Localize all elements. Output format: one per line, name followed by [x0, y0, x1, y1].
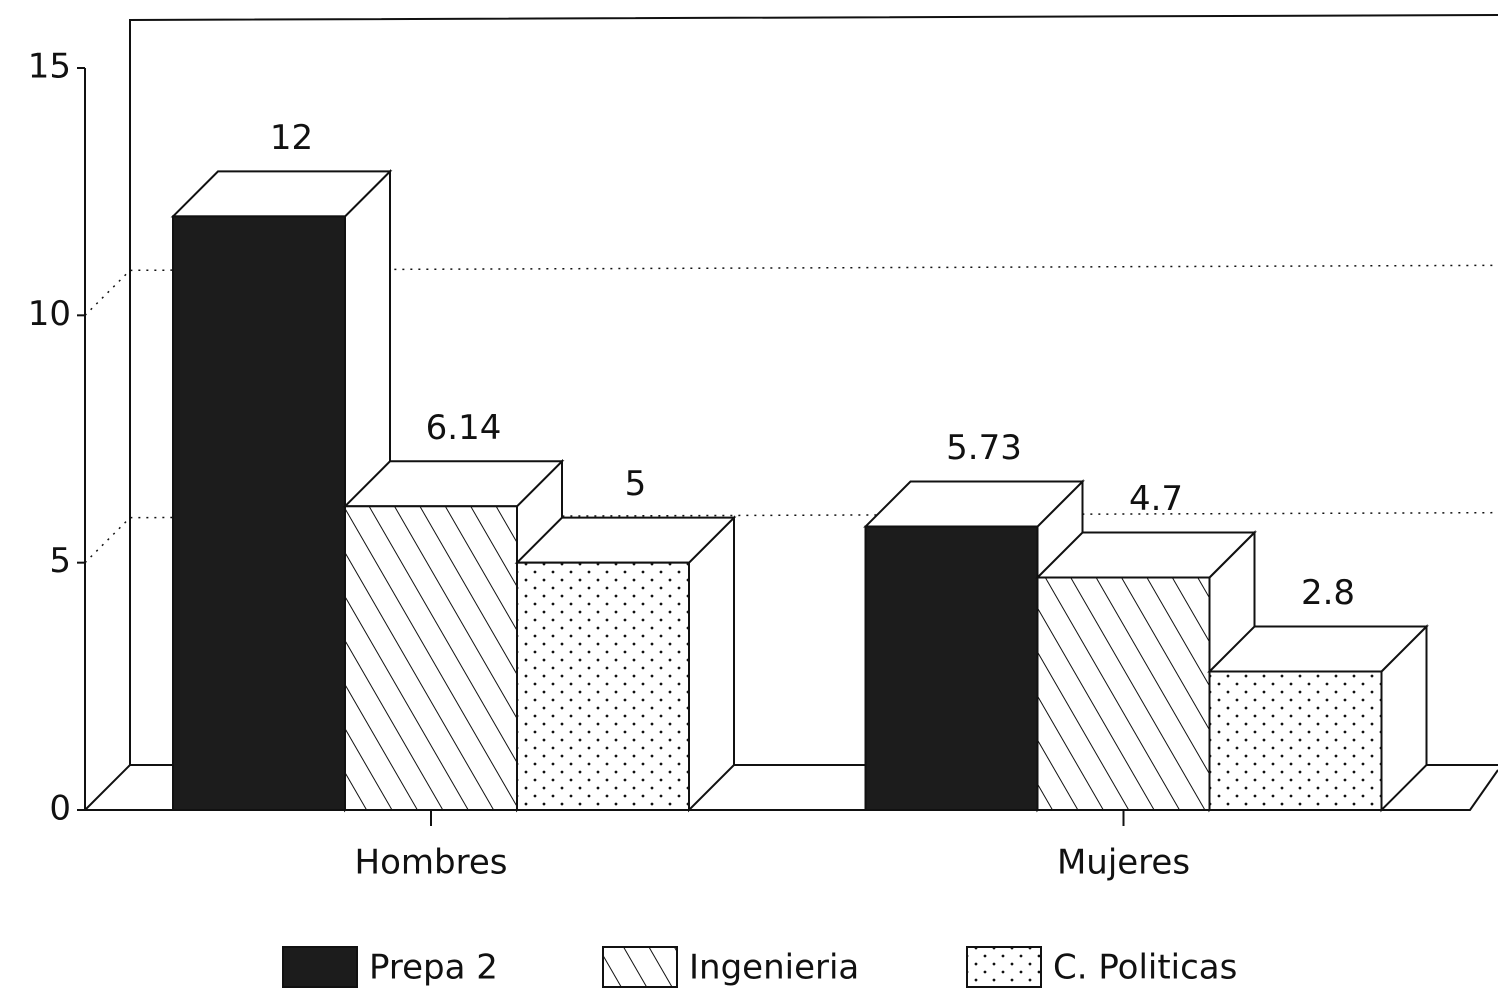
legend-label: C. Politicas: [1053, 948, 1237, 988]
legend-swatch: [602, 946, 678, 988]
y-tick-label: 5: [49, 541, 71, 581]
legend-swatch: [966, 946, 1042, 988]
value-label: 4.7: [1129, 479, 1183, 519]
y-tick-label: 15: [28, 47, 71, 87]
y-tick-label: 10: [28, 294, 71, 334]
x-tick-label: Mujeres: [1057, 843, 1190, 883]
back-wall: [129, 14, 1498, 765]
legend-swatch: [282, 946, 358, 988]
bar: [172, 215, 346, 811]
value-label: 6.14: [426, 408, 502, 448]
bar: [344, 505, 518, 811]
bar-side: [688, 515, 735, 813]
value-label: 5.73: [946, 428, 1022, 468]
y-tick-label: 0: [49, 789, 71, 829]
value-label: 2.8: [1301, 573, 1355, 613]
value-label: 5: [625, 464, 647, 504]
bar: [516, 561, 690, 812]
legend-label: Ingenieria: [689, 948, 859, 988]
value-label: 12: [270, 118, 313, 158]
bar: [1036, 576, 1211, 811]
x-tick-label: Hombres: [355, 843, 508, 883]
legend-label: Prepa 2: [369, 948, 498, 988]
bar: [1208, 670, 1383, 812]
bar: [864, 525, 1039, 812]
